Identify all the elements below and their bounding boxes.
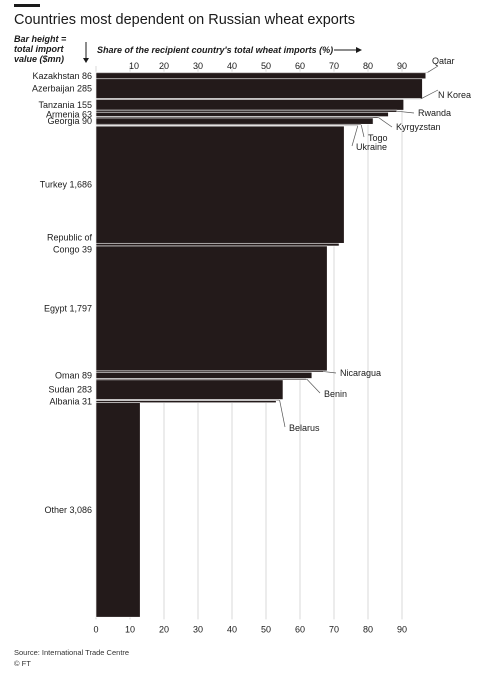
callout-togo-leader	[360, 124, 365, 138]
label-republic-of-congo-line-1: Republic of	[47, 233, 93, 243]
callout-n-korea-leader	[420, 89, 439, 100]
callout-togo: Togo	[368, 133, 388, 143]
tick-top-90: 90	[397, 61, 407, 71]
callout-nicaragua: Nicaragua	[340, 368, 381, 378]
bar-egypt	[95, 245, 328, 372]
bar-republic-of-congo	[95, 242, 340, 247]
tick-top-70: 70	[329, 61, 339, 71]
label-oman: Oman 89	[55, 370, 92, 380]
label-azerbaijan: Azerbaijan 285	[32, 84, 92, 94]
callout-ukraine: Ukraine	[356, 142, 387, 152]
label-armenia: Armenia 63	[46, 109, 92, 119]
tick-bottom-60: 60	[295, 624, 305, 634]
yaxis-note-line-3: value ($mn)	[14, 54, 64, 64]
label-tanzania: Tanzania 155	[38, 100, 92, 110]
bar-tanzania	[95, 99, 405, 111]
label-kazakhstan: Kazakhstan 86	[32, 71, 92, 81]
label-turkey: Turkey 1,686	[40, 180, 92, 190]
callout-ukraine-leader	[351, 125, 359, 147]
bar-oman	[95, 371, 313, 379]
tick-bottom-40: 40	[227, 624, 237, 634]
tick-top-30: 30	[193, 61, 203, 71]
callout-benin: Benin	[324, 389, 347, 399]
bar-turkey	[95, 125, 345, 244]
credit-note: © FT	[14, 659, 31, 668]
bar-azerbaijan	[95, 78, 423, 99]
source-note: Source: International Trade Centre	[14, 648, 129, 657]
label-sudan: Sudan 283	[48, 385, 92, 395]
label-other: Other 3,086	[44, 505, 92, 515]
label-egypt: Egypt 1,797	[44, 303, 92, 313]
tick-top-80: 80	[363, 61, 373, 71]
xaxis-arrow-head	[356, 47, 362, 53]
tick-top-60: 60	[295, 61, 305, 71]
callout-benin-leader	[306, 378, 321, 394]
callout-kyrgyzstan: Kyrgyzstan	[396, 122, 441, 132]
tick-bottom-0: 0	[93, 624, 98, 634]
bar-kazakhstan	[95, 72, 427, 80]
bar-georgia	[95, 117, 374, 125]
tick-top-10: 10	[129, 61, 139, 71]
bar-other	[95, 402, 141, 618]
top-tick-labels: 10 20 30 40 50 60 70 80 90	[129, 61, 407, 71]
bar-sudan	[95, 379, 284, 400]
bars	[95, 71, 428, 618]
bottom-tick-labels: 0 10 20 30 40 50 60 70 80 90	[93, 624, 407, 634]
tick-top-50: 50	[261, 61, 271, 71]
yaxis-note-line-1: Bar height =	[14, 34, 67, 44]
callout-qatar-leader	[427, 65, 439, 73]
callout-n-korea: N Korea	[438, 90, 471, 100]
label-albania: Albania 31	[49, 397, 92, 407]
label-republic-of-congo-line-2: Congo 39	[53, 245, 92, 255]
title-rule	[14, 4, 40, 7]
tick-bottom-20: 20	[159, 624, 169, 634]
callout-belarus: Belarus	[289, 423, 320, 433]
bar-armenia	[95, 111, 389, 117]
tick-bottom-80: 80	[363, 624, 373, 634]
chart-title: Countries most dependent on Russian whea…	[14, 12, 355, 28]
tick-bottom-30: 30	[193, 624, 203, 634]
callout-rwanda: Rwanda	[418, 108, 451, 118]
tick-bottom-90: 90	[397, 624, 407, 634]
tick-bottom-10: 10	[125, 624, 135, 634]
label-georgia: Georgia 90	[47, 116, 92, 126]
callout-belarus-leader	[279, 399, 286, 428]
bar-albania	[95, 400, 277, 404]
tick-bottom-50: 50	[261, 624, 271, 634]
callout-kyrgyzstan-leader	[377, 117, 393, 128]
callout-qatar: Qatar	[432, 56, 455, 66]
tick-bottom-70: 70	[329, 624, 339, 634]
bar-rwanda	[95, 109, 398, 113]
yaxis-arrow-head	[83, 58, 89, 63]
tick-top-20: 20	[159, 61, 169, 71]
yaxis-note-line-2: total import	[14, 44, 64, 54]
callout-nicaragua-leader	[323, 371, 337, 374]
xaxis-title: Share of the recipient country's total w…	[97, 45, 333, 55]
tick-top-40: 40	[227, 61, 237, 71]
callout-rwanda-leader	[396, 110, 415, 114]
